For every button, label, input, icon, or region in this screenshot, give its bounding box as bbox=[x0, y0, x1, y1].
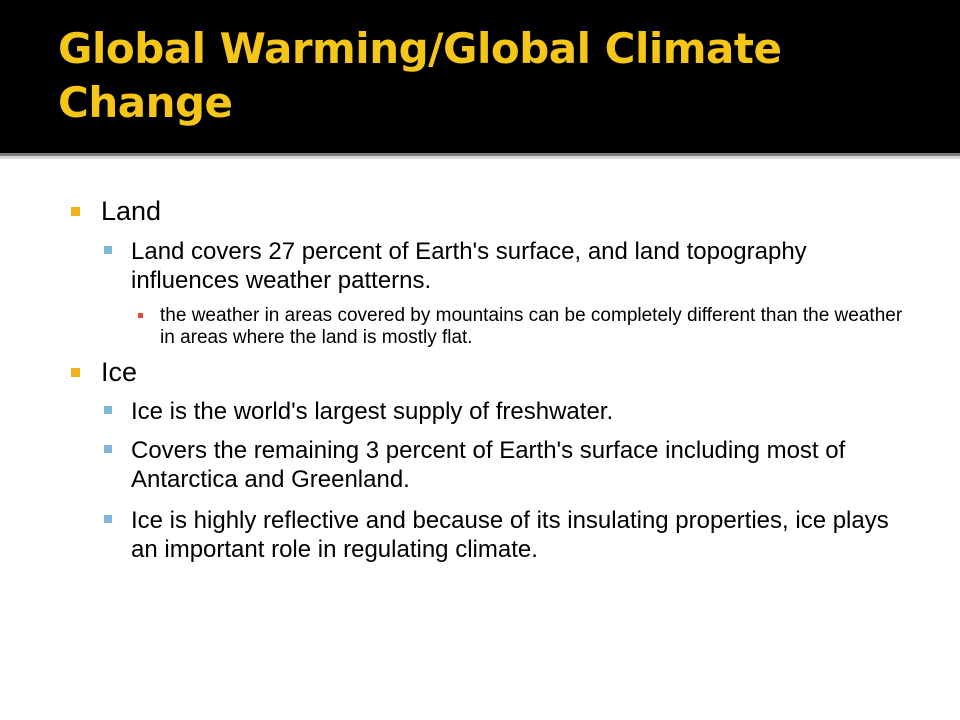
slide-title: Global Warming/Global Climate Change bbox=[58, 24, 782, 127]
bullet-ice-heading: Ice bbox=[101, 357, 138, 387]
bullet-land-subpoint: the weather in areas covered by mountain… bbox=[160, 305, 903, 348]
bullet-square-icon bbox=[104, 445, 112, 453]
bullet-land-heading: Land bbox=[101, 196, 162, 226]
bullet-ice-point-3: Ice is highly reflective and because of … bbox=[131, 507, 889, 563]
bullet-square-icon bbox=[71, 207, 80, 216]
bullet-ice-point-1: Ice is the world's largest supply of fre… bbox=[131, 398, 614, 425]
bullet-square-icon bbox=[138, 313, 143, 318]
bullet-land-point: Land covers 27 percent of Earth's surfac… bbox=[131, 238, 807, 294]
bullet-square-icon bbox=[71, 368, 80, 377]
bullet-square-icon bbox=[104, 406, 112, 414]
bullet-ice-point-2: Covers the remaining 3 percent of Earth'… bbox=[131, 437, 846, 493]
title-bar: Global Warming/Global Climate Change bbox=[0, 0, 960, 153]
bullet-square-icon bbox=[104, 246, 112, 254]
title-divider-dark bbox=[0, 153, 960, 156]
title-divider-light bbox=[0, 156, 960, 159]
bullet-square-icon bbox=[104, 515, 112, 523]
